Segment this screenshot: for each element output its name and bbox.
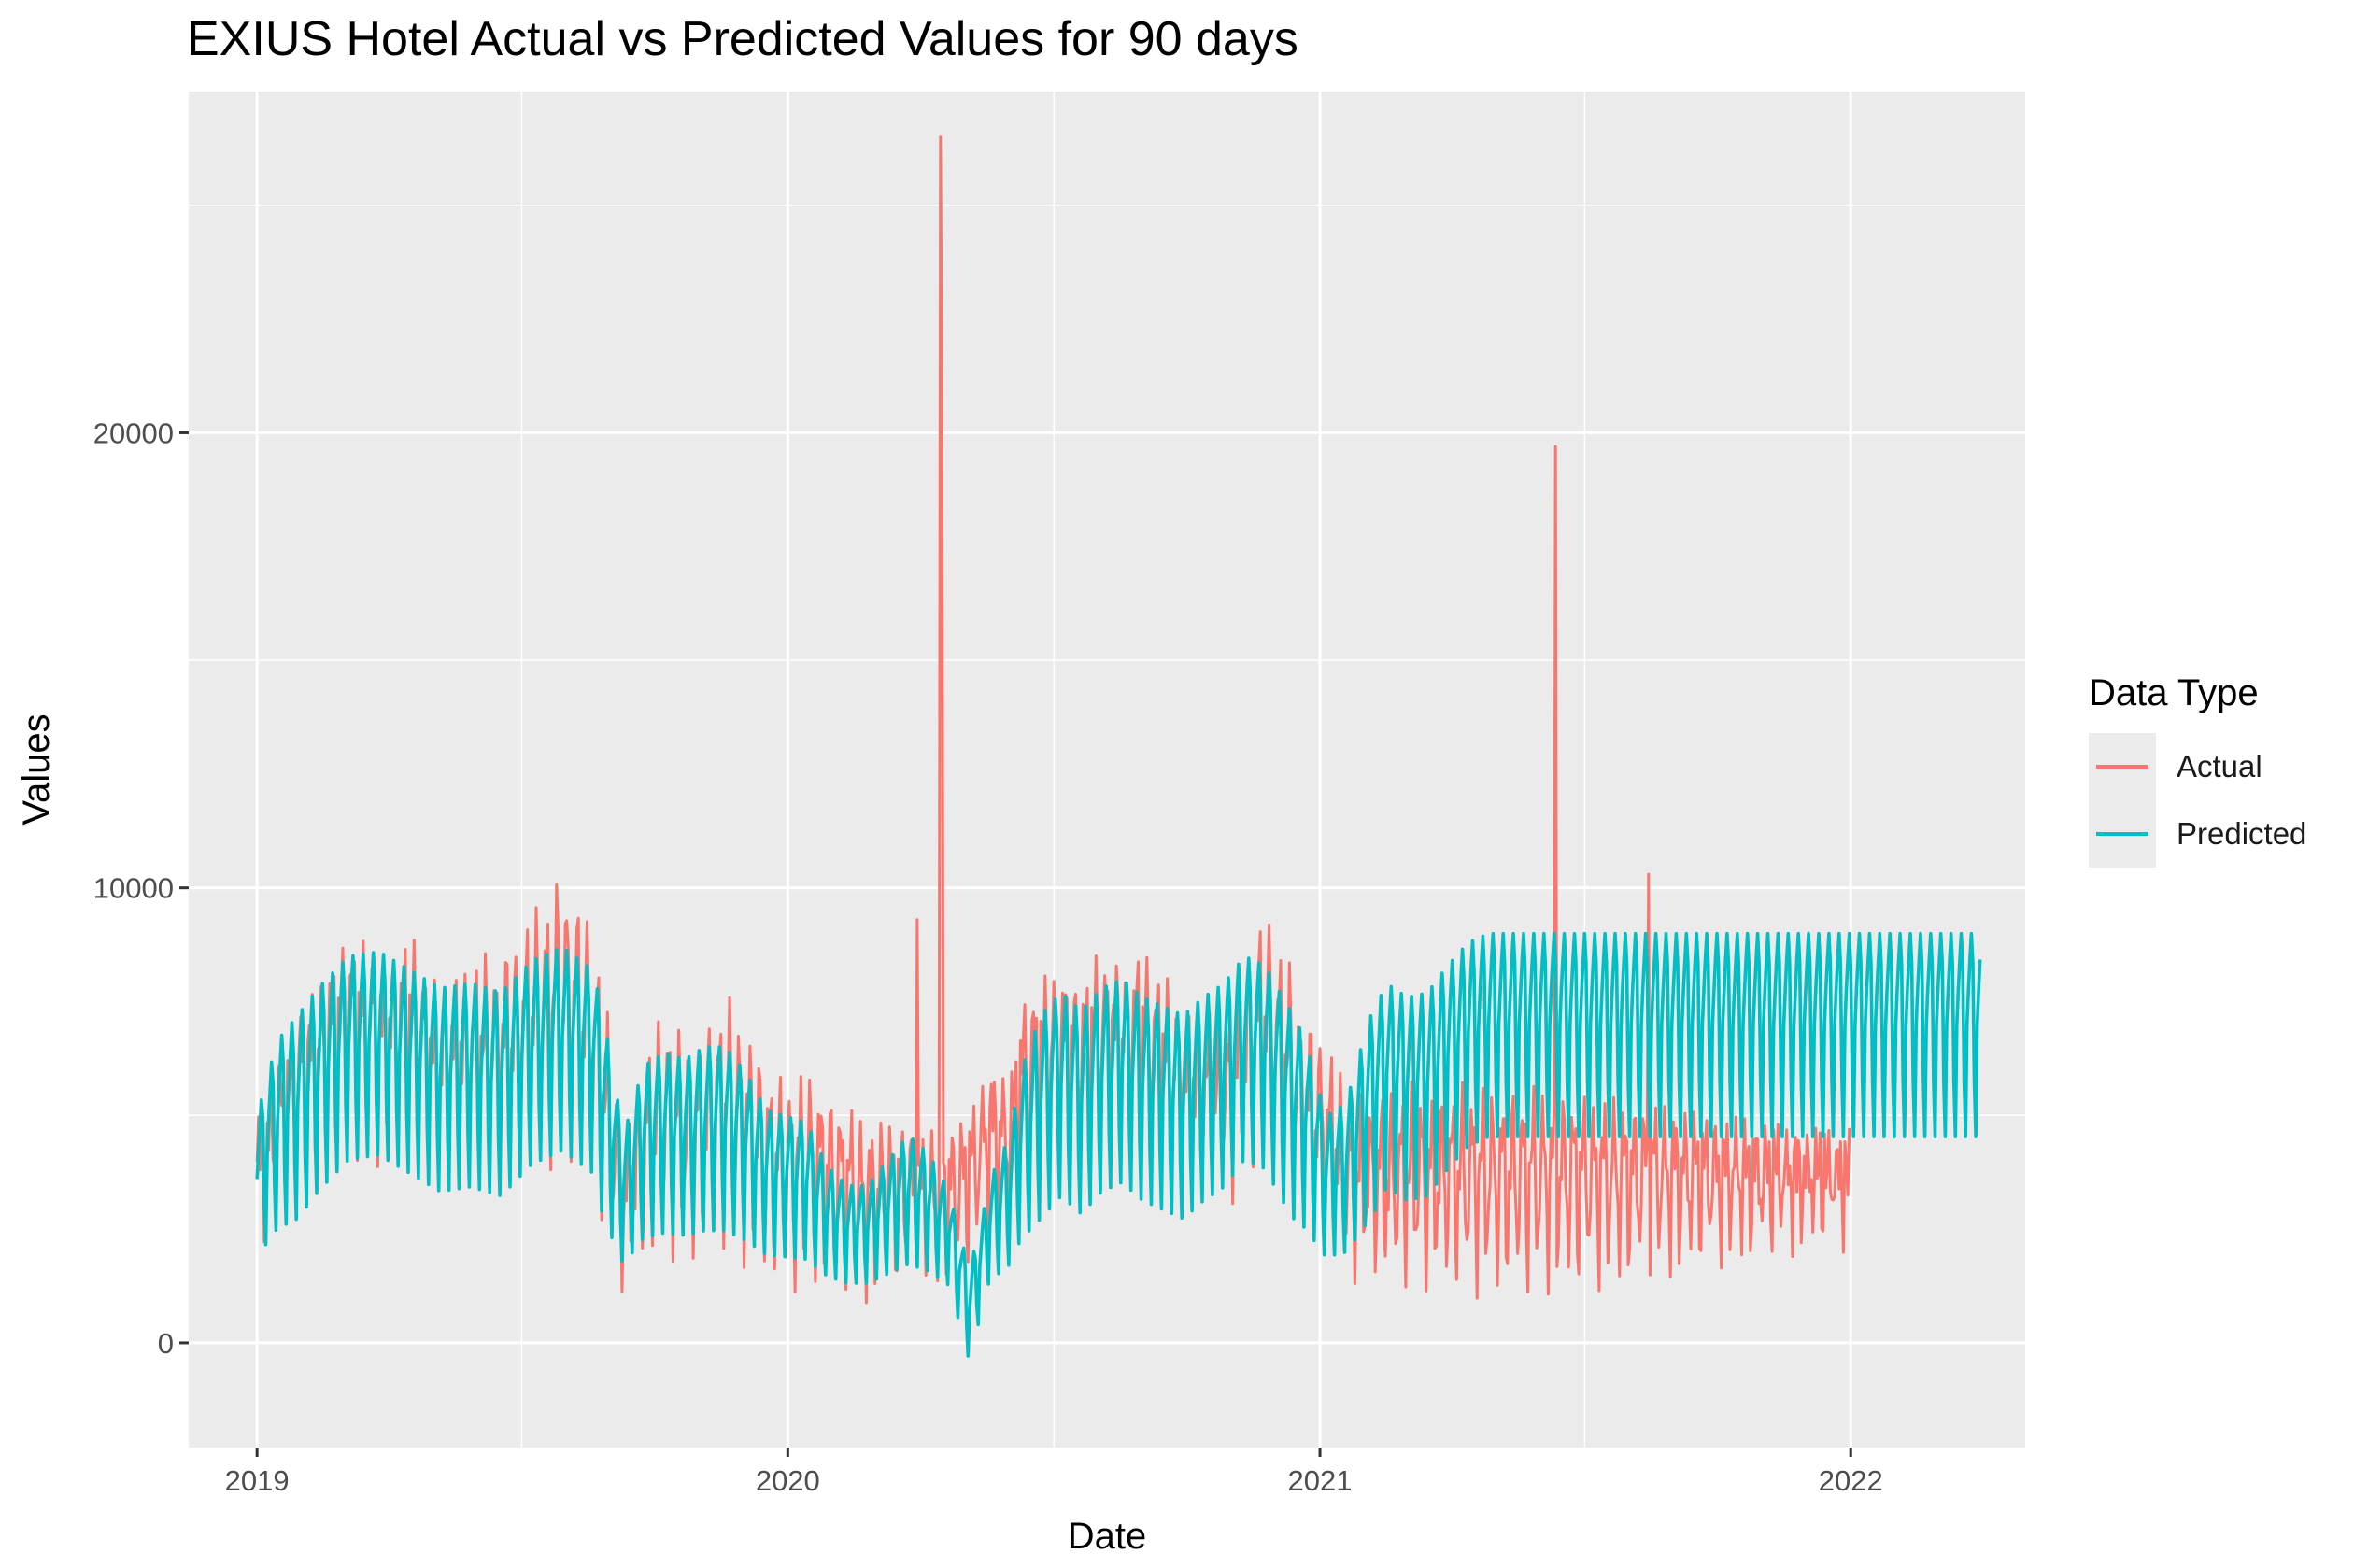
y-tick-label: 20000 [93,417,174,449]
gridlines [189,92,2025,1448]
y-tick-label: 10000 [93,872,174,905]
series-line-predicted [255,931,1982,1358]
legend-label-predicted: Predicted [2177,816,2307,851]
y-tick-label: 0 [158,1327,174,1360]
x-axis-label: Date [1068,1516,1147,1557]
chart-title: EXIUS Hotel Actual vs Predicted Values f… [187,12,1298,66]
legend: Data Type Actual Predicted [2089,672,2306,868]
legend-key-actual [2089,733,2156,800]
legend-label-actual: Actual [2177,749,2262,784]
x-tick-label: 2019 [225,1464,290,1497]
x-tick-label: 2022 [1819,1464,1883,1497]
axes: 0 10000 20000 2019 2020 2021 2022 [93,417,1883,1497]
x-tick-label: 2021 [1288,1464,1353,1497]
legend-key-predicted [2089,800,2156,868]
legend-item-actual: Actual [2089,733,2306,800]
series-lines [255,135,1982,1358]
x-tick-label: 2020 [756,1464,820,1497]
legend-title: Data Type [2089,672,2259,713]
legend-item-predicted: Predicted [2089,800,2306,868]
y-axis-label: Values [16,713,57,825]
